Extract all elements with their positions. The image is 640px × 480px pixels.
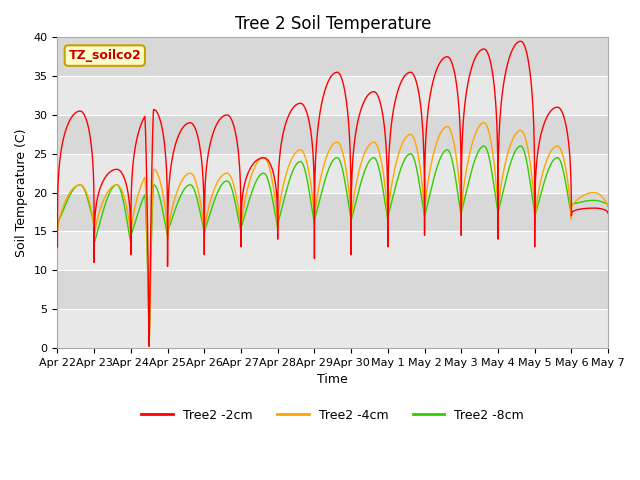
Legend: Tree2 -2cm, Tree2 -4cm, Tree2 -8cm: Tree2 -2cm, Tree2 -4cm, Tree2 -8cm	[136, 404, 529, 427]
Line: Tree2 -8cm: Tree2 -8cm	[58, 146, 608, 346]
Bar	[58, 37, 608, 76]
Bar	[58, 76, 608, 115]
Bar	[58, 115, 608, 154]
Tree2 -8cm	[456, 206, 464, 212]
Tree2 -4cm	[456, 190, 464, 196]
Tree2 -2cm	[604, 209, 611, 215]
Tree2 -4cm	[488, 142, 495, 147]
Tree2 -2cm	[145, 343, 153, 349]
Tree2 -2cm	[456, 125, 464, 131]
Bar	[58, 154, 608, 192]
Tree2 -2cm	[426, 96, 433, 101]
Tree2 -8cm	[145, 343, 153, 349]
Tree2 -2cm	[54, 244, 61, 250]
Tree2 -8cm	[312, 211, 320, 216]
Tree2 -8cm	[54, 221, 61, 227]
Tree2 -8cm	[604, 201, 612, 207]
Bar	[58, 231, 608, 270]
Title: Tree 2 Soil Temperature: Tree 2 Soil Temperature	[235, 15, 431, 33]
Tree2 -4cm	[312, 201, 320, 206]
Tree2 -8cm	[152, 185, 160, 191]
Tree2 -2cm	[488, 63, 495, 69]
Tree2 -8cm	[488, 167, 495, 173]
Y-axis label: Soil Temperature (C): Soil Temperature (C)	[15, 128, 28, 257]
Line: Tree2 -2cm: Tree2 -2cm	[58, 41, 608, 346]
Tree2 -2cm	[312, 145, 320, 151]
Tree2 -4cm	[480, 120, 488, 126]
Tree2 -2cm	[517, 38, 525, 44]
Line: Tree2 -4cm: Tree2 -4cm	[58, 123, 608, 346]
Tree2 -4cm	[604, 204, 612, 210]
X-axis label: Time: Time	[317, 373, 348, 386]
Tree2 -8cm	[604, 201, 611, 207]
Tree2 -8cm	[480, 143, 488, 149]
Tree2 -4cm	[145, 343, 153, 349]
Tree2 -2cm	[152, 108, 160, 114]
Bar	[58, 192, 608, 231]
Tree2 -8cm	[426, 193, 433, 199]
Bar	[58, 309, 608, 348]
Tree2 -4cm	[152, 168, 160, 174]
Tree2 -2cm	[604, 210, 612, 216]
Text: TZ_soilco2: TZ_soilco2	[68, 49, 141, 62]
Tree2 -4cm	[54, 228, 61, 234]
Tree2 -4cm	[426, 169, 433, 175]
Tree2 -4cm	[604, 203, 611, 208]
Bar	[58, 270, 608, 309]
